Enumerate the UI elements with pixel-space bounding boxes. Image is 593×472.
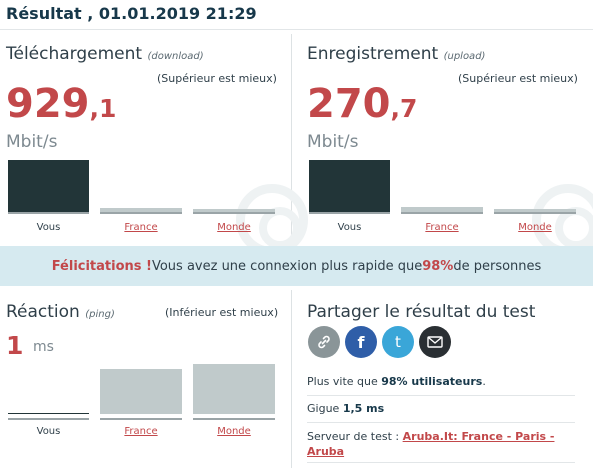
ping-baseline-you (8, 418, 89, 420)
ping-bar-monde (193, 364, 275, 414)
download-link-france[interactable]: France (124, 222, 158, 233)
upload-value-dec: ,7 (390, 94, 418, 123)
email-icon (427, 336, 443, 348)
upload-value-int: 270 (307, 81, 391, 127)
upload-bar-monde (494, 209, 576, 212)
ping-bar-france (100, 369, 182, 414)
share-link-button[interactable] (308, 326, 340, 358)
server-link[interactable]: Aruba.It: France - Paris - (402, 430, 555, 443)
download-sublabel: (download) (147, 51, 204, 62)
info-divider-3 (307, 462, 575, 463)
banner-congrats: Félicitations ! (51, 258, 152, 274)
panel-divider-top (291, 34, 292, 242)
server-link-continued[interactable]: Aruba (307, 445, 345, 458)
upload-unit: Mbit/s (307, 132, 359, 152)
upload-sublabel: (upload) (443, 51, 486, 62)
link-icon (318, 335, 330, 349)
comparison-banner: Félicitations ! Vous avez une connexion … (0, 246, 593, 286)
download-bar-you (8, 160, 89, 212)
share-twitter-button[interactable]: t (382, 326, 414, 358)
share-facebook-button[interactable]: f (345, 326, 377, 358)
ping-label: Réaction (6, 302, 80, 322)
banner-text-before: Vous avez une connexion plus rapide que (151, 258, 423, 274)
upload-link-france[interactable]: France (425, 222, 459, 233)
ping-label-you: Vous (36, 426, 61, 437)
facebook-icon: f (357, 332, 365, 352)
upload-bar-france (401, 207, 483, 212)
download-baseline-you (8, 212, 89, 214)
server-label: Serveur de test : (307, 430, 403, 443)
download-baseline-france (100, 212, 182, 214)
faster-prefix: Plus vite que (307, 375, 382, 388)
download-unit: Mbit/s (6, 132, 58, 152)
result-title: Résultat , 01.01.2019 21:29 (6, 4, 257, 23)
ping-baseline-monde (193, 418, 275, 420)
upload-value: 270,7 (307, 84, 417, 124)
ping-baseline-france (100, 418, 182, 420)
ping-value: 1 (6, 333, 23, 358)
download-value: 929,1 (6, 84, 116, 124)
download-label: Téléchargement (6, 44, 143, 64)
jitter-value: 1,5 ms (342, 402, 385, 415)
upload-baseline-france (401, 212, 483, 214)
ping-link-france[interactable]: France (124, 426, 158, 437)
faster-suffix: . (482, 375, 486, 388)
ping-unit: ms (33, 339, 54, 355)
upload-bar-you (309, 160, 390, 212)
ping-hint: (Inférieur est mieux) (165, 306, 279, 319)
download-bar-monde (193, 209, 275, 212)
upload-title: Enregistrement (upload) (307, 44, 485, 64)
download-hint: (Supérieur est mieux) (157, 72, 277, 85)
upload-label: Enregistrement (307, 44, 439, 64)
download-value-int: 929 (6, 81, 90, 127)
download-link-monde[interactable]: Monde (217, 222, 251, 233)
ping-value-number: 1 (6, 331, 24, 360)
download-baseline-monde (193, 212, 275, 214)
jitter-label: Gigue (307, 402, 343, 415)
info-divider-1 (307, 395, 575, 396)
title-divider (0, 29, 593, 30)
share-email-button[interactable] (419, 326, 451, 358)
upload-link-monde[interactable]: Monde (518, 222, 552, 233)
banner-text-after: de personnes (453, 258, 542, 274)
share-title: Partager le résultat du test (307, 302, 536, 322)
download-label-you: Vous (36, 222, 61, 233)
ping-title: Réaction (ping) (6, 302, 115, 322)
ping-bar-you (8, 413, 89, 414)
download-title: Téléchargement (download) (6, 44, 204, 64)
faster-value: 98% utilisateurs (381, 375, 483, 388)
upload-baseline-monde (494, 212, 576, 214)
upload-baseline-you (309, 212, 390, 214)
info-divider-2 (307, 422, 575, 423)
ping-link-monde[interactable]: Monde (217, 426, 251, 437)
server-line: Serveur de test : Aruba.It: France - Par… (307, 429, 554, 459)
download-bar-france (100, 208, 182, 212)
faster-than-line: Plus vite que 98% utilisateurs. (307, 375, 486, 388)
download-value-dec: ,1 (89, 94, 117, 123)
upload-label-you: Vous (337, 222, 362, 233)
upload-hint: (Supérieur est mieux) (458, 72, 578, 85)
twitter-icon: t (395, 333, 401, 351)
panel-divider-bottom (291, 290, 292, 468)
jitter-line: Gigue 1,5 ms (307, 402, 384, 415)
banner-percent: 98% (422, 258, 454, 274)
ping-sublabel: (ping) (85, 309, 115, 320)
